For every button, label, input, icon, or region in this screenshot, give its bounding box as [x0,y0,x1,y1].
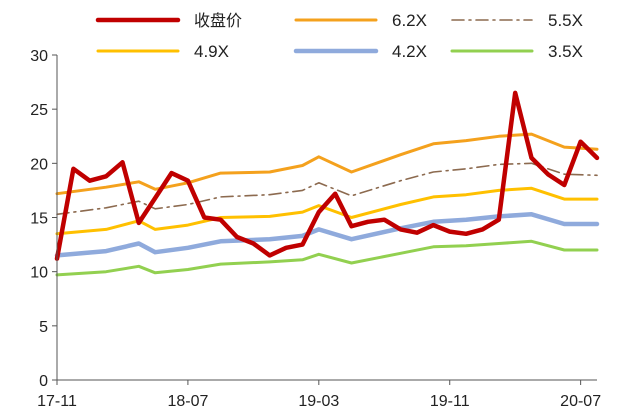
series-line-pe42 [54,212,600,258]
y-tick-label: 0 [39,373,48,390]
x-tick-label: 19-03 [298,393,339,410]
legend: 收盘价 6.2X 5.5X 4.9X 4.2X 3.5X [95,11,583,61]
y-tick-label: 20 [30,156,48,173]
legend-label-pe35: 3.5X [548,42,583,61]
x-tick-label: 18-07 [167,393,208,410]
legend-label-pe42: 4.2X [392,42,427,61]
x-tick-label: 20-07 [560,393,601,410]
legend-label-close: 收盘价 [194,11,242,30]
y-tick-label: 30 [30,48,48,65]
series-line-pe49 [55,186,599,236]
axes: 0 5 10 15 20 25 30 17-11 18-07 19-03 19-11 20-07 [30,48,601,410]
legend-label-pe62: 6.2X [392,11,427,30]
legend-label-pe55: 5.5X [548,11,583,30]
x-axis-ticks: 17-11 18-07 19-03 19-11 20-07 [37,380,601,410]
x-tick-label: 17-11 [37,393,77,410]
y-tick-label: 15 [30,211,48,228]
series-line-close [54,90,600,261]
x-tick-label: 19-11 [430,393,470,410]
y-axis-ticks: 0 5 10 15 20 25 30 [30,48,57,390]
series-line-pe55 [56,162,598,216]
plot-area [54,90,600,277]
y-tick-label: 10 [30,265,48,282]
series-line-pe62 [55,132,599,196]
series-line-pe35 [55,239,599,277]
legend-label-pe49: 4.9X [194,42,229,61]
y-tick-label: 25 [30,102,48,119]
y-tick-label: 5 [39,319,48,336]
